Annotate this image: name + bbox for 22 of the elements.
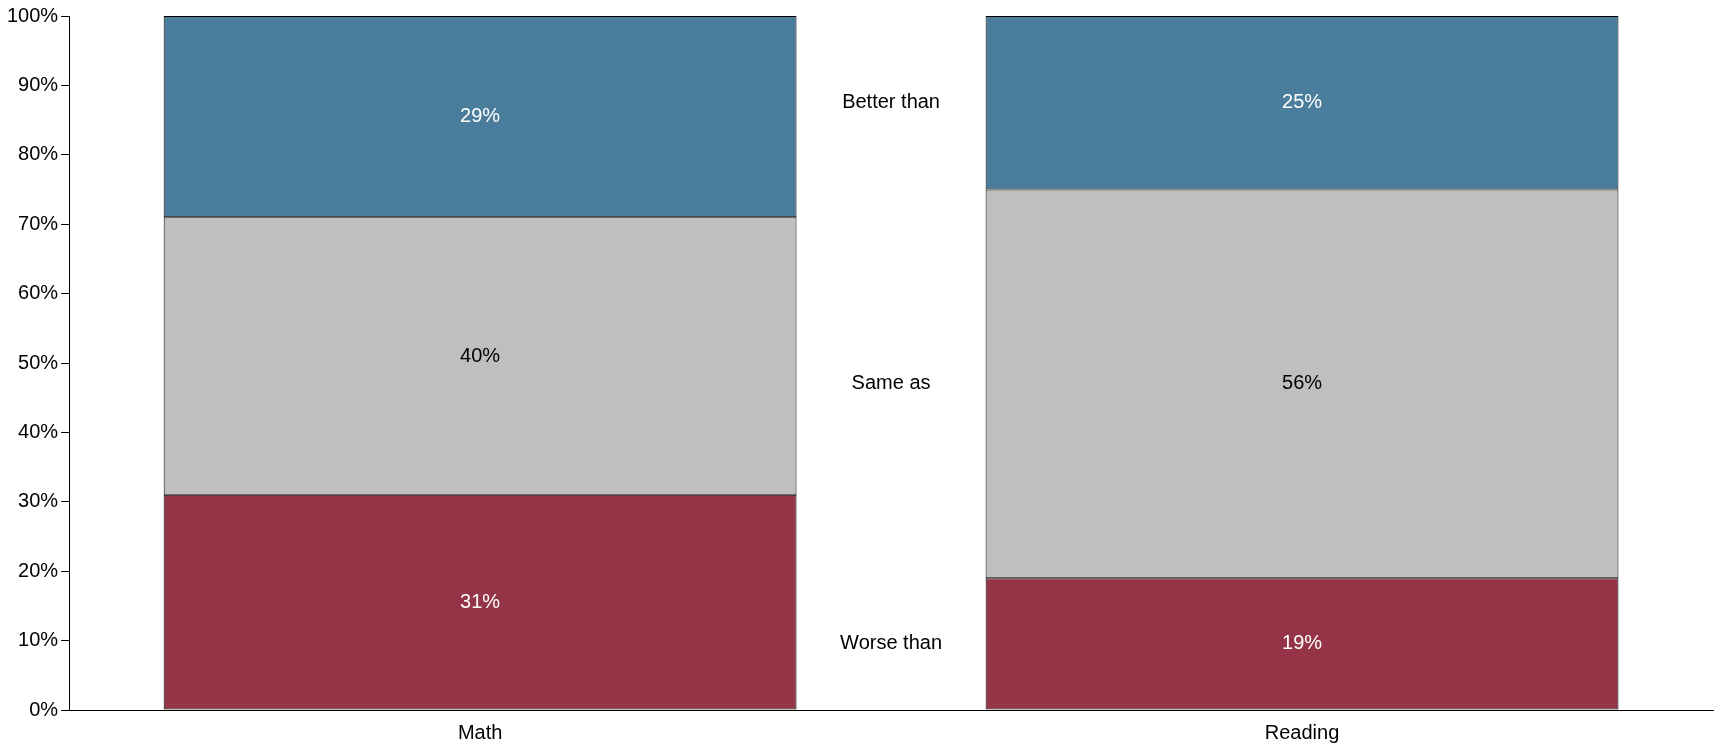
data-label: 31%	[460, 589, 501, 612]
text: Same as	[851, 371, 931, 394]
data-label: 19%	[1282, 631, 1323, 654]
text: Better than	[842, 90, 940, 113]
data-label: 25%	[1282, 90, 1323, 113]
y-tick-label: 40%	[18, 419, 59, 442]
data-label: 29%	[460, 104, 501, 127]
data-label: 56%	[1282, 371, 1323, 394]
y-tick-label: 90%	[18, 72, 59, 95]
y-tick-label: 20%	[18, 558, 59, 581]
y-tick-label: 80%	[18, 142, 59, 165]
text: Worse than	[840, 631, 943, 654]
y-tick-label: 60%	[18, 281, 59, 304]
x-tick-label: Reading	[1264, 720, 1340, 743]
data-label: 40%	[460, 343, 501, 366]
y-tick-label: 50%	[18, 350, 59, 373]
y-tick-label: 30%	[18, 489, 59, 512]
y-tick-label: 70%	[18, 211, 59, 234]
y-tick-label: 10%	[18, 628, 59, 651]
x-tick-label: Math	[457, 720, 503, 743]
y-tick-label: 0%	[29, 697, 59, 720]
y-tick-label: 100%	[7, 3, 59, 26]
